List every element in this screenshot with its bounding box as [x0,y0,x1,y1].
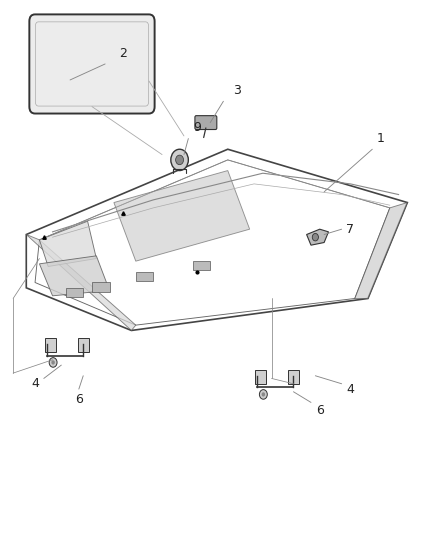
Circle shape [312,233,318,241]
Polygon shape [114,171,250,261]
Polygon shape [307,229,328,245]
Polygon shape [39,256,110,296]
Circle shape [49,358,57,367]
Circle shape [51,360,55,365]
Circle shape [176,155,184,165]
Text: 1: 1 [377,132,385,145]
Text: 7: 7 [346,223,354,236]
Polygon shape [355,203,407,298]
Circle shape [261,392,265,397]
Polygon shape [66,288,83,297]
Polygon shape [92,282,110,292]
Polygon shape [288,370,299,384]
Text: 4: 4 [31,377,39,390]
Polygon shape [255,370,266,384]
Text: 3: 3 [233,84,240,97]
FancyBboxPatch shape [195,116,217,130]
Polygon shape [78,338,88,352]
Polygon shape [193,261,210,270]
Text: 2: 2 [119,47,127,60]
Text: 9: 9 [193,122,201,134]
Circle shape [171,149,188,171]
Circle shape [259,390,267,399]
Polygon shape [39,221,96,266]
Text: 6: 6 [75,393,83,406]
Polygon shape [26,235,136,330]
Text: 6: 6 [316,404,324,417]
Polygon shape [45,338,56,352]
FancyBboxPatch shape [29,14,155,114]
Text: 4: 4 [346,383,354,395]
Polygon shape [136,272,153,281]
